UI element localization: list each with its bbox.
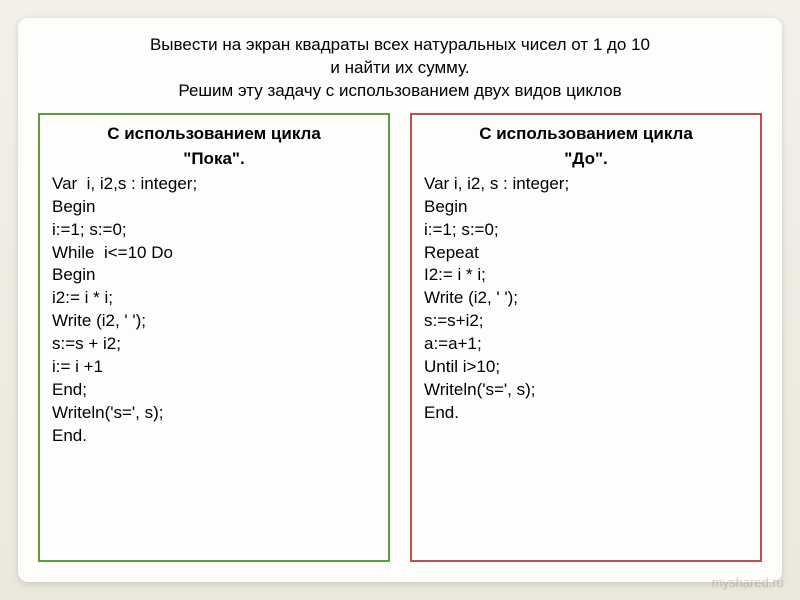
code-panels: С использованием цикла "Пока". Var i, i2…	[38, 113, 762, 562]
code-line: End.	[424, 402, 748, 425]
code-line: End;	[52, 379, 376, 402]
code-line: Write (i2, ' ');	[52, 310, 376, 333]
code-line: Var i, i2,s : integer;	[52, 173, 376, 196]
code-line: s:=s + i2;	[52, 333, 376, 356]
repeat-code-block: Var i, i2, s : integer;Begini:=1; s:=0;R…	[424, 173, 748, 425]
code-line: Writeln('s=', s);	[52, 402, 376, 425]
code-line: Write (i2, ' ');	[424, 287, 748, 310]
code-line: i:=1; s:=0;	[52, 219, 376, 242]
code-line: While i<=10 Do	[52, 242, 376, 265]
code-line: i2:= i * i;	[52, 287, 376, 310]
code-line: Until i>10;	[424, 356, 748, 379]
code-line: Begin	[424, 196, 748, 219]
code-line: i:=1; s:=0;	[424, 219, 748, 242]
code-line: Repeat	[424, 242, 748, 265]
repeat-title-1: С использованием цикла	[424, 123, 748, 146]
task-header: Вывести на экран квадраты всех натуральн…	[38, 34, 762, 103]
while-loop-panel: С использованием цикла "Пока". Var i, i2…	[38, 113, 390, 562]
code-line: Writeln('s=', s);	[424, 379, 748, 402]
code-line: Begin	[52, 196, 376, 219]
repeat-title-2: "До".	[424, 148, 748, 171]
code-line: a:=a+1;	[424, 333, 748, 356]
code-line: I2:= i * i;	[424, 264, 748, 287]
while-title-1: С использованием цикла	[52, 123, 376, 146]
header-line-3: Решим эту задачу с использованием двух в…	[38, 80, 762, 103]
code-line: End.	[52, 425, 376, 448]
while-title-2: "Пока".	[52, 148, 376, 171]
code-line: i:= i +1	[52, 356, 376, 379]
header-line-1: Вывести на экран квадраты всех натуральн…	[38, 34, 762, 57]
while-code-block: Var i, i2,s : integer;Begini:=1; s:=0;Wh…	[52, 173, 376, 448]
watermark-text: myshared.ru	[712, 575, 784, 590]
repeat-loop-panel: С использованием цикла "До". Var i, i2, …	[410, 113, 762, 562]
code-line: Var i, i2, s : integer;	[424, 173, 748, 196]
code-line: s:=s+i2;	[424, 310, 748, 333]
slide-card: Вывести на экран квадраты всех натуральн…	[18, 18, 782, 582]
code-line: Begin	[52, 264, 376, 287]
header-line-2: и найти их сумму.	[38, 57, 762, 80]
